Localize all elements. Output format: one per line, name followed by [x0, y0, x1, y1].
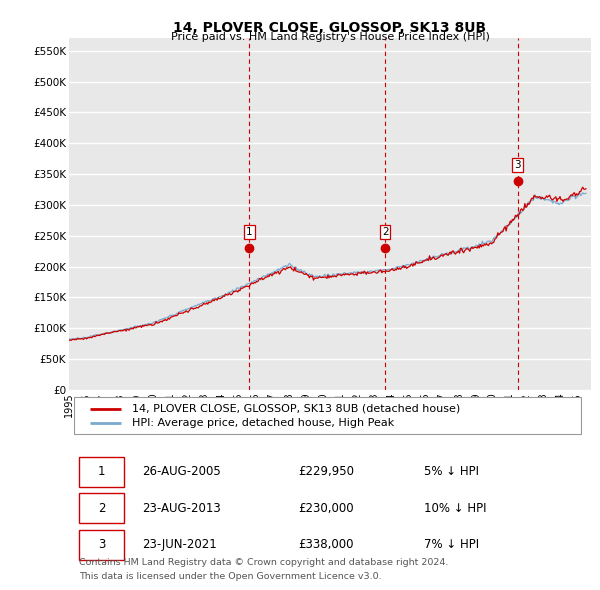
Bar	[79, 457, 124, 487]
Bar	[79, 530, 124, 560]
Text: 14, PLOVER CLOSE, GLOSSOP, SK13 8UB (detached house): 14, PLOVER CLOSE, GLOSSOP, SK13 8UB (det…	[131, 404, 460, 414]
Text: This data is licensed under the Open Government Licence v3.0.: This data is licensed under the Open Gov…	[79, 572, 382, 581]
Text: 23-JUN-2021: 23-JUN-2021	[142, 539, 217, 552]
Text: 2: 2	[98, 502, 106, 515]
Text: 7% ↓ HPI: 7% ↓ HPI	[424, 539, 479, 552]
Text: Price paid vs. HM Land Registry's House Price Index (HPI): Price paid vs. HM Land Registry's House …	[170, 32, 490, 42]
Text: £338,000: £338,000	[299, 539, 354, 552]
Text: 23-AUG-2013: 23-AUG-2013	[142, 502, 221, 515]
Text: 3: 3	[98, 539, 106, 552]
Text: 14, PLOVER CLOSE, GLOSSOP, SK13 8UB: 14, PLOVER CLOSE, GLOSSOP, SK13 8UB	[173, 21, 487, 35]
Text: 2: 2	[382, 227, 388, 237]
Text: HPI: Average price, detached house, High Peak: HPI: Average price, detached house, High…	[131, 418, 394, 428]
Text: 1: 1	[246, 227, 253, 237]
Text: £229,950: £229,950	[299, 466, 355, 478]
Text: 3: 3	[514, 160, 521, 171]
Bar	[74, 397, 581, 434]
Text: Contains HM Land Registry data © Crown copyright and database right 2024.: Contains HM Land Registry data © Crown c…	[79, 558, 449, 567]
Bar	[79, 493, 124, 523]
Text: 5% ↓ HPI: 5% ↓ HPI	[424, 466, 479, 478]
Text: 1: 1	[98, 466, 106, 478]
Text: 26-AUG-2005: 26-AUG-2005	[142, 466, 221, 478]
Text: £230,000: £230,000	[299, 502, 355, 515]
Text: 10% ↓ HPI: 10% ↓ HPI	[424, 502, 487, 515]
